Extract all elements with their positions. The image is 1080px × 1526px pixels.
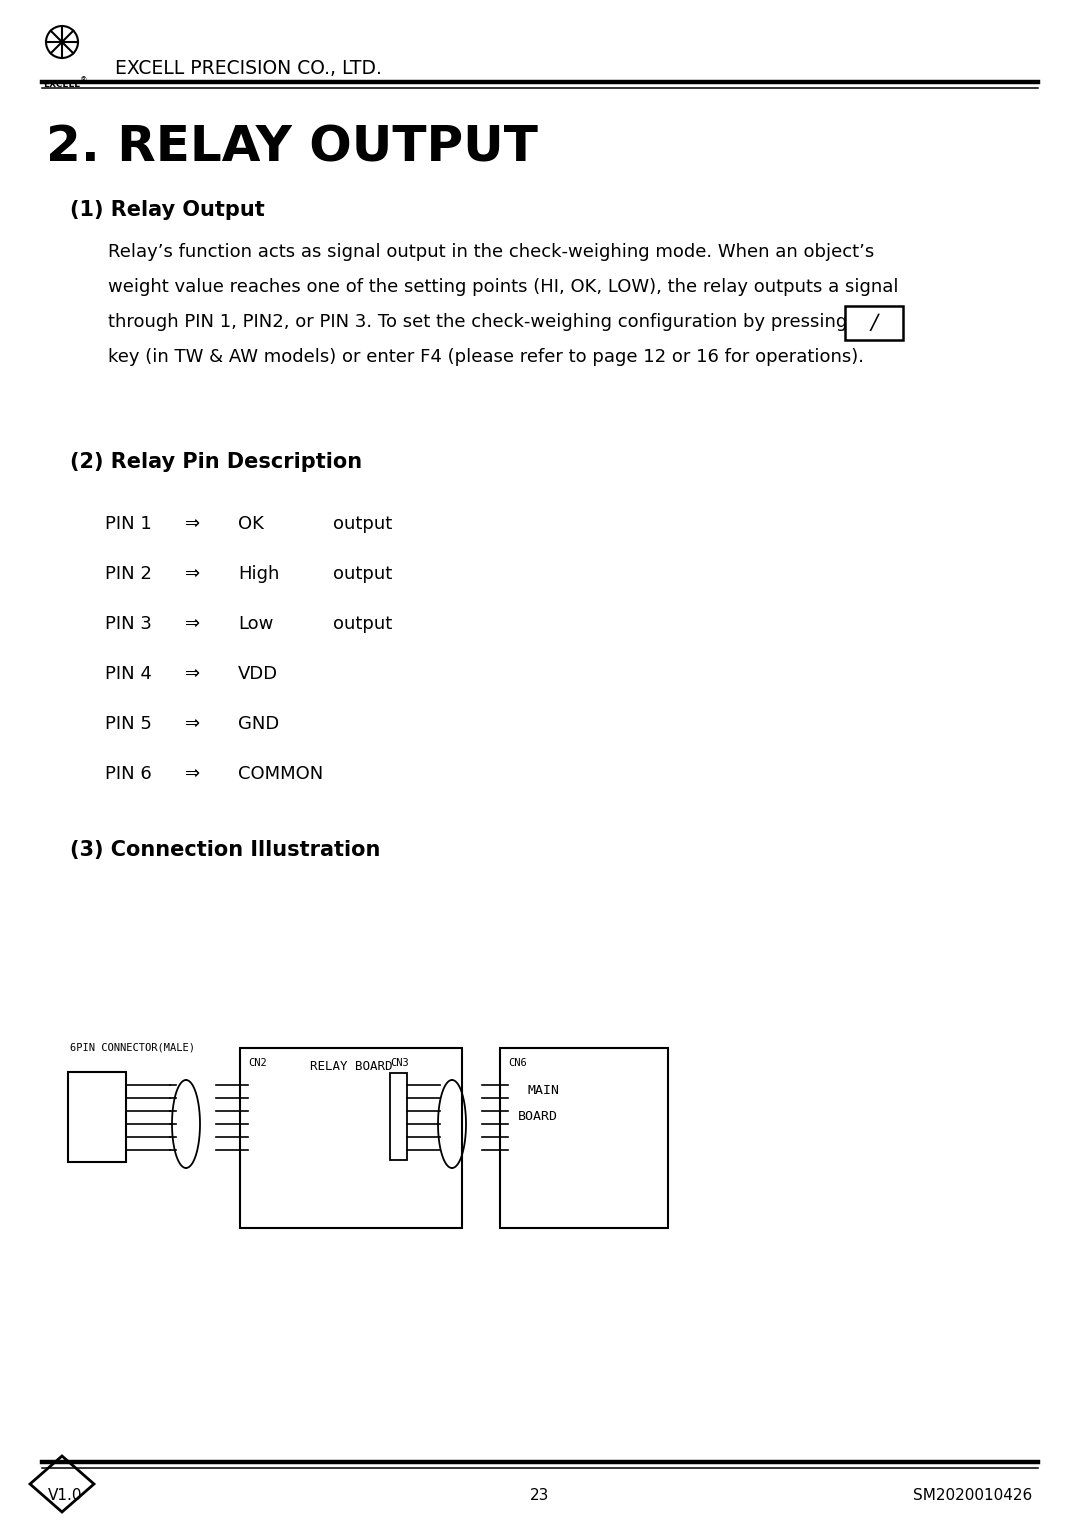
Text: ⇒: ⇒ bbox=[185, 565, 200, 583]
Bar bbox=[500, 1048, 669, 1228]
Bar bbox=[68, 1071, 126, 1161]
Text: ∕: ∕ bbox=[870, 313, 877, 333]
Text: ⇒: ⇒ bbox=[185, 716, 200, 732]
Text: ⇒: ⇒ bbox=[185, 615, 200, 633]
Text: V1.0: V1.0 bbox=[48, 1488, 82, 1503]
Text: High: High bbox=[238, 565, 280, 583]
Text: CN3: CN3 bbox=[390, 1058, 408, 1068]
Text: CN2: CN2 bbox=[248, 1058, 267, 1068]
Text: output: output bbox=[333, 565, 392, 583]
Text: output: output bbox=[333, 514, 392, 533]
Text: PIN 2: PIN 2 bbox=[105, 565, 152, 583]
Text: PIN 6: PIN 6 bbox=[105, 765, 152, 783]
Text: ⇒: ⇒ bbox=[185, 665, 200, 684]
Text: VDD: VDD bbox=[238, 665, 279, 684]
Text: CN6: CN6 bbox=[508, 1058, 527, 1068]
Bar bbox=[240, 1048, 462, 1228]
Text: ⇒: ⇒ bbox=[185, 765, 200, 783]
Text: (1) Relay Output: (1) Relay Output bbox=[70, 200, 265, 220]
Text: COMMON: COMMON bbox=[238, 765, 323, 783]
Text: PIN 5: PIN 5 bbox=[105, 716, 152, 732]
Text: PIN 1: PIN 1 bbox=[105, 514, 152, 533]
Text: MAIN: MAIN bbox=[528, 1083, 561, 1097]
Text: RELAY BOARD: RELAY BOARD bbox=[310, 1059, 392, 1073]
Text: PIN 4: PIN 4 bbox=[105, 665, 152, 684]
Text: key (in TW & AW models) or enter F4 (please refer to page 12 or 16 for operation: key (in TW & AW models) or enter F4 (ple… bbox=[108, 348, 864, 366]
Text: through PIN 1, PIN2, or PIN 3. To set the check-weighing configuration by pressi: through PIN 1, PIN2, or PIN 3. To set th… bbox=[108, 313, 882, 331]
Text: GND: GND bbox=[238, 716, 280, 732]
Text: output: output bbox=[333, 615, 392, 633]
Bar bbox=[508, 1073, 525, 1160]
Bar bbox=[845, 307, 903, 340]
Text: ®: ® bbox=[80, 76, 87, 85]
Text: ⇒: ⇒ bbox=[185, 514, 200, 533]
Text: weight value reaches one of the setting points (HI, OK, LOW), the relay outputs : weight value reaches one of the setting … bbox=[108, 278, 899, 296]
Text: Relay’s function acts as signal output in the check-weighing mode. When an objec: Relay’s function acts as signal output i… bbox=[108, 243, 874, 261]
Text: EXCELL: EXCELL bbox=[43, 79, 81, 89]
Text: 23: 23 bbox=[530, 1488, 550, 1503]
Text: PIN 3: PIN 3 bbox=[105, 615, 152, 633]
Text: 6PIN CONNECTOR(MALE): 6PIN CONNECTOR(MALE) bbox=[70, 1042, 195, 1051]
Text: 2. RELAY OUTPUT: 2. RELAY OUTPUT bbox=[46, 124, 538, 172]
Text: EXCELL PRECISION CO., LTD.: EXCELL PRECISION CO., LTD. bbox=[114, 58, 382, 78]
Bar bbox=[248, 1073, 265, 1160]
Text: (2) Relay Pin Description: (2) Relay Pin Description bbox=[70, 452, 362, 472]
Text: OK: OK bbox=[238, 514, 264, 533]
Text: BOARD: BOARD bbox=[518, 1109, 558, 1123]
Text: SM2020010426: SM2020010426 bbox=[913, 1488, 1032, 1503]
Bar bbox=[390, 1073, 407, 1160]
Text: (3) Connection Illustration: (3) Connection Illustration bbox=[70, 839, 380, 861]
Text: Low: Low bbox=[238, 615, 273, 633]
